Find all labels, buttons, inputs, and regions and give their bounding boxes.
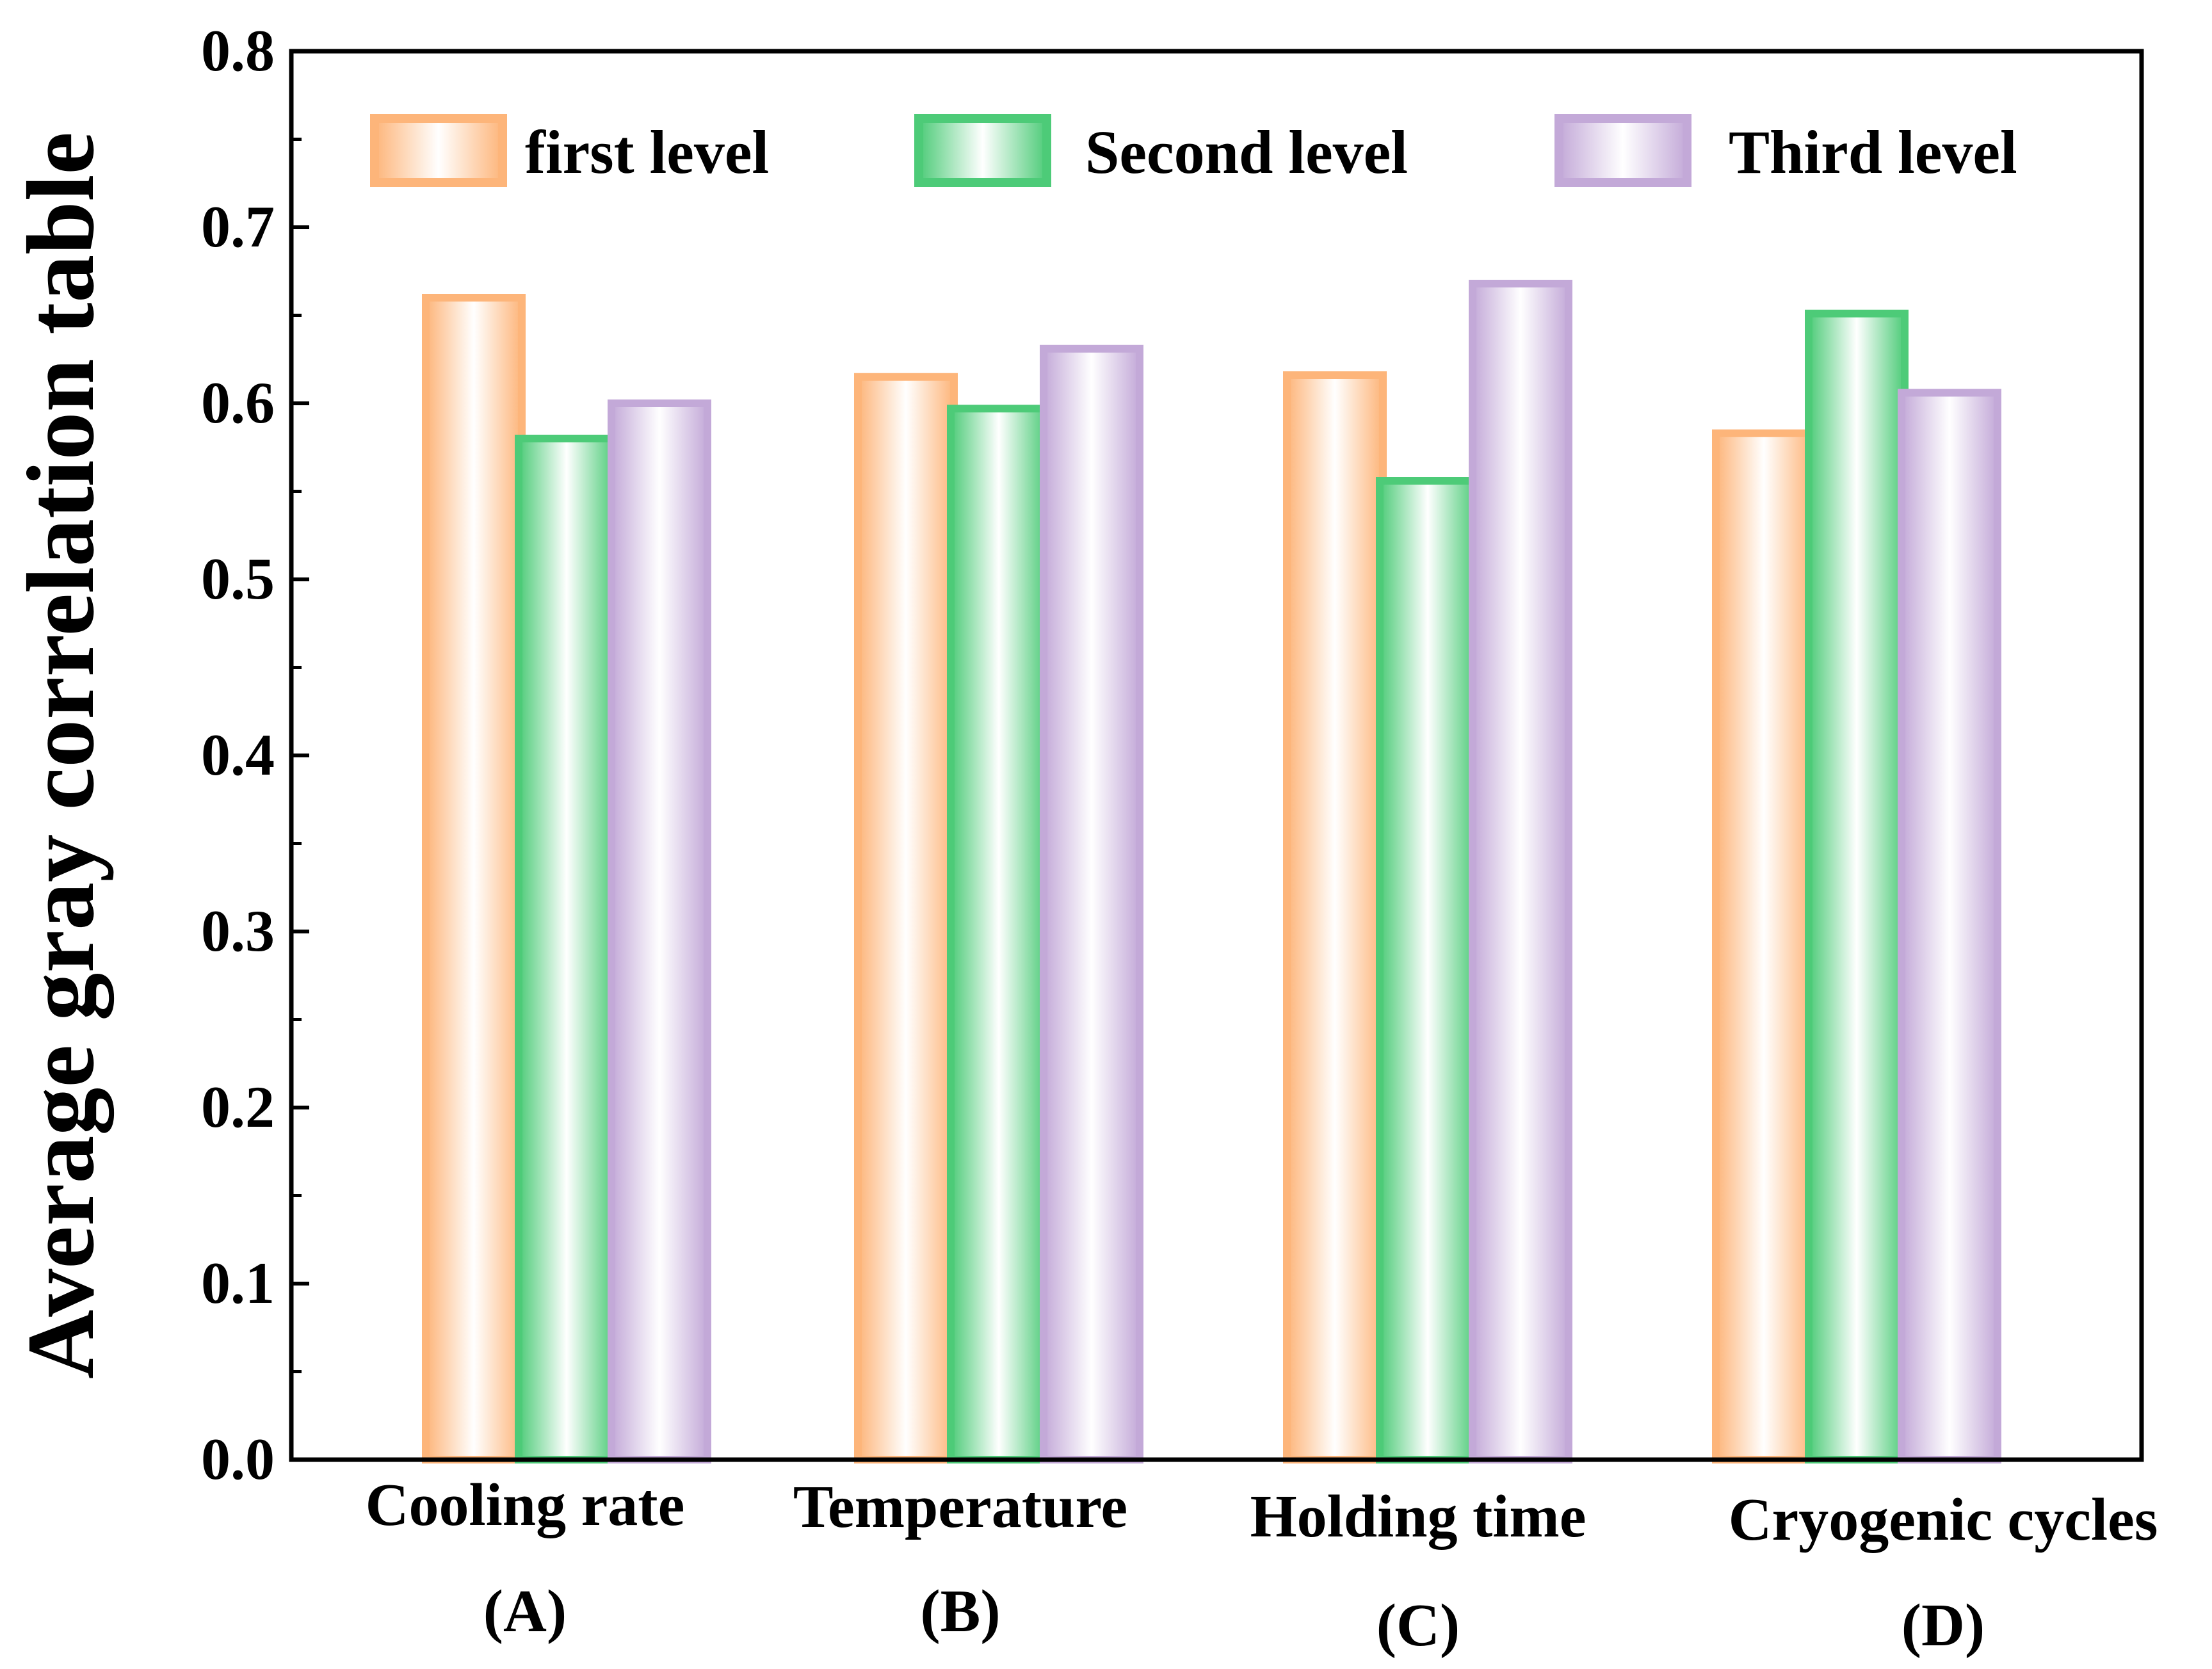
bar-3-2 — [1040, 344, 1143, 1463]
x-axis-categories: Cooling rate (A) Temperature (B) Holding tim… — [366, 1472, 2158, 1659]
y-tick-label: 0.7 — [201, 194, 275, 259]
legend: first level Second level Third level — [370, 114, 2017, 187]
y-axis-ticks: 0.0 0.1 0.2 0.3 0.4 0.5 0.6 0.7 0.8 — [201, 18, 309, 1492]
bar-3-1 — [608, 399, 711, 1463]
bar-2-4 — [1805, 309, 1909, 1463]
bar-3-4 — [1898, 389, 2001, 1463]
bar-2-3 — [1376, 477, 1480, 1463]
y-tick-label: 0.6 — [201, 370, 275, 435]
legend-swatch — [1554, 114, 1691, 187]
y-axis-title: Average gray correlation table — [8, 132, 114, 1379]
bar-3-3 — [1469, 280, 1572, 1463]
x-category-label: Holding time — [1250, 1483, 1586, 1550]
y-tick-label: 0.2 — [201, 1074, 275, 1140]
y-tick-label: 0.8 — [201, 18, 275, 83]
bar-1-2 — [854, 373, 958, 1463]
bar-1-4 — [1712, 429, 1816, 1463]
y-tick-label: 0.0 — [201, 1426, 275, 1492]
x-category-code: (A) — [483, 1578, 567, 1645]
y-tick-label: 0.5 — [201, 546, 275, 611]
y-tick-label: 0.4 — [201, 722, 275, 787]
y-tick-label: 0.1 — [201, 1250, 275, 1316]
legend-swatch — [370, 114, 507, 187]
x-category-label: Cooling rate — [366, 1472, 685, 1538]
bar-2-2 — [947, 405, 1051, 1463]
bar-2-1 — [515, 435, 618, 1463]
x-category-label: Temperature — [793, 1474, 1127, 1540]
bars-layer — [422, 280, 2001, 1463]
y-tick-label: 0.3 — [201, 898, 275, 964]
bar-1-1 — [422, 294, 526, 1463]
bar-1-3 — [1283, 371, 1387, 1463]
x-category-code: (D) — [1901, 1592, 1985, 1659]
x-category-label: Cryogenic cycles — [1729, 1487, 2158, 1553]
x-category-code: (B) — [920, 1578, 1000, 1645]
legend-swatch — [914, 114, 1051, 187]
legend-label: first level — [525, 118, 769, 186]
legend-label: Second level — [1085, 118, 1408, 186]
x-category-code: (C) — [1376, 1592, 1460, 1659]
legend-label: Third level — [1729, 118, 2017, 186]
